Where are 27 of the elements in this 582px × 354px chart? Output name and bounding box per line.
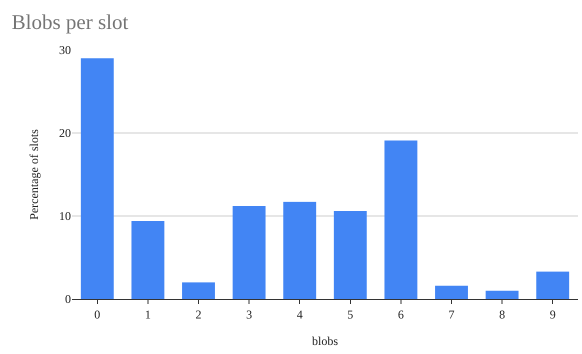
bar — [536, 272, 570, 299]
bar — [334, 211, 367, 299]
x-tick-label: 1 — [144, 307, 151, 322]
x-tick-label: 8 — [499, 307, 506, 322]
chart-title: Blobs per slot — [12, 10, 128, 34]
x-tick-label: 5 — [347, 307, 354, 322]
x-axis-title: blobs — [312, 334, 338, 348]
bar — [182, 282, 215, 299]
x-tick-label: 6 — [398, 307, 404, 322]
y-tick-label: 0 — [65, 292, 71, 306]
x-tick-label: 4 — [296, 307, 303, 322]
x-tick-label: 2 — [196, 307, 202, 322]
bar — [131, 220, 164, 299]
y-tick-label: 30 — [59, 43, 71, 58]
x-tick-label: 3 — [246, 307, 252, 322]
x-tick-label: 7 — [448, 307, 454, 322]
bar — [232, 206, 266, 299]
bar — [283, 202, 316, 299]
x-tick-label: 0 — [94, 307, 100, 322]
y-tick-label: 10 — [59, 209, 71, 224]
bar — [384, 140, 418, 299]
y-axis-title: Percentage of slots — [27, 128, 41, 220]
bar — [80, 58, 114, 299]
bar — [435, 286, 468, 299]
x-tick-label: 9 — [550, 307, 556, 322]
bar — [486, 290, 519, 299]
y-tick-label: 20 — [59, 126, 71, 140]
